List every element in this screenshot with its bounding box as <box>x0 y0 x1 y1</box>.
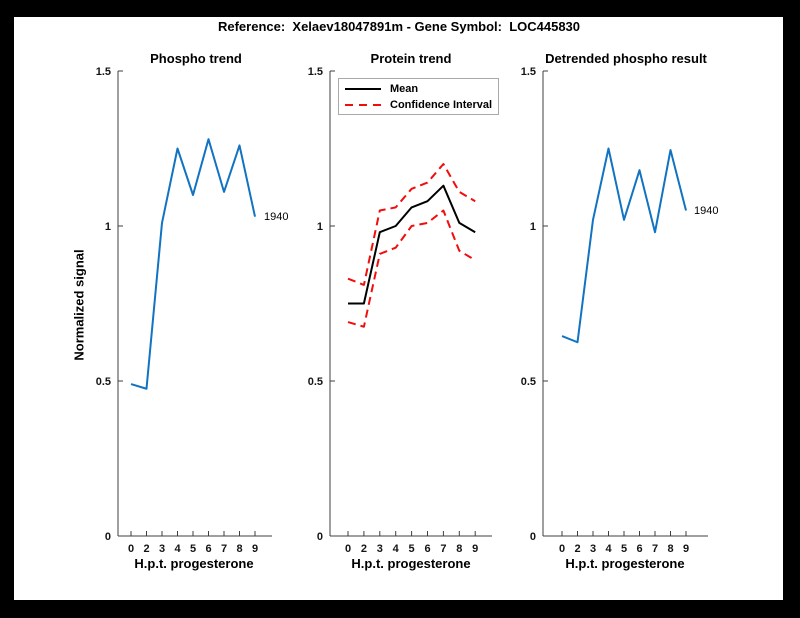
x-tick-label: 0 <box>345 543 351 555</box>
x-tick-label: 6 <box>424 543 430 555</box>
y-axis-label: Normalized signal <box>71 249 87 361</box>
legend-item-confidence-interval: Confidence Interval <box>345 98 492 111</box>
series-confidence-interval-upper <box>347 163 476 286</box>
x-tick-label: 2 <box>143 543 149 555</box>
x-tick-label: 4 <box>393 543 400 555</box>
confidence-interval-line-swatch <box>345 103 381 106</box>
x-axis-label-protein: H.p.t. progesterone <box>351 556 471 571</box>
legend-item-mean: Mean <box>345 82 492 95</box>
x-tick-label: 8 <box>236 543 242 555</box>
x-axis-label-detrended: H.p.t. progesterone <box>565 556 685 571</box>
y-tick-label: 1 <box>530 221 536 233</box>
legend-label-mean: Mean <box>390 82 419 95</box>
x-tick-label: 9 <box>472 543 478 555</box>
x-tick-label: 9 <box>252 543 258 555</box>
series-confidence-interval-lower <box>347 209 476 328</box>
y-tick-label: 0 <box>530 531 536 543</box>
x-tick-label: 8 <box>456 543 462 555</box>
x-tick-label: 4 <box>174 543 181 555</box>
y-tick-label: 1 <box>317 221 323 233</box>
series-end-label-detrended: 1940 <box>694 205 719 217</box>
figure-title: Reference: Xelaev18047891m - Gene Symbol… <box>217 19 581 34</box>
x-axis-label-phospho: H.p.t. progesterone <box>134 556 254 571</box>
chart-title-detrended-phospho: Detrended phospho result <box>545 51 707 66</box>
x-tick-label: 5 <box>190 543 196 555</box>
y-tick-label: 0.5 <box>308 376 323 388</box>
x-tick-label: 6 <box>636 543 642 555</box>
x-tick-label: 0 <box>128 543 134 555</box>
y-tick-label: 0 <box>105 531 111 543</box>
x-tick-label: 2 <box>574 543 580 555</box>
x-tick-label: 7 <box>221 543 227 555</box>
x-tick-label: 2 <box>361 543 367 555</box>
x-tick-label: 0 <box>559 543 565 555</box>
x-tick-label: 4 <box>605 543 612 555</box>
y-tick-label: 0 <box>317 531 323 543</box>
mean-line-swatch <box>345 87 381 90</box>
x-tick-label: 6 <box>205 543 211 555</box>
x-tick-label: 5 <box>621 543 627 555</box>
series-phospho-signal <box>130 138 256 390</box>
x-tick-label: 3 <box>377 543 383 555</box>
y-tick-label: 1 <box>105 221 111 233</box>
x-tick-label: 8 <box>667 543 673 555</box>
y-tick-label: 1.5 <box>308 66 323 78</box>
chart-title-protein-trend: Protein trend <box>370 51 452 66</box>
legend-label-confidence-interval: Confidence Interval <box>390 98 493 111</box>
chart-title-phospho-trend: Phospho trend <box>150 51 242 66</box>
x-tick-label: 9 <box>683 543 689 555</box>
protein-trend-plot: 00.511.50 2 3 4 5 6 7 8 9 <box>308 66 492 555</box>
y-tick-label: 1.5 <box>521 66 536 78</box>
x-tick-label: 3 <box>159 543 165 555</box>
legend: Mean Confidence Interval <box>338 78 500 115</box>
series-detrended-phospho-signal <box>561 147 687 344</box>
detrended-phospho-plot: 00.511.50 2 3 4 5 6 7 8 9 <box>521 66 708 555</box>
y-tick-label: 0.5 <box>521 376 536 388</box>
x-tick-label: 3 <box>590 543 596 555</box>
x-tick-label: 7 <box>652 543 658 555</box>
x-tick-label: 7 <box>440 543 446 555</box>
y-tick-label: 1.5 <box>96 66 111 78</box>
series-end-label-phospho: 1940 <box>264 211 289 223</box>
y-tick-label: 0.5 <box>96 376 111 388</box>
series-mean <box>348 184 476 305</box>
x-tick-label: 5 <box>409 543 415 555</box>
phospho-trend-plot: 00.511.50 2 3 4 5 6 7 8 9 <box>96 66 272 555</box>
